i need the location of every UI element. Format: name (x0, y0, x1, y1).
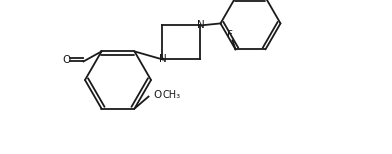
Text: F: F (227, 30, 232, 40)
Text: O: O (154, 90, 162, 100)
Text: N: N (159, 54, 166, 64)
Text: O: O (62, 55, 71, 65)
Text: CH₃: CH₃ (163, 90, 181, 100)
Text: N: N (197, 20, 204, 30)
